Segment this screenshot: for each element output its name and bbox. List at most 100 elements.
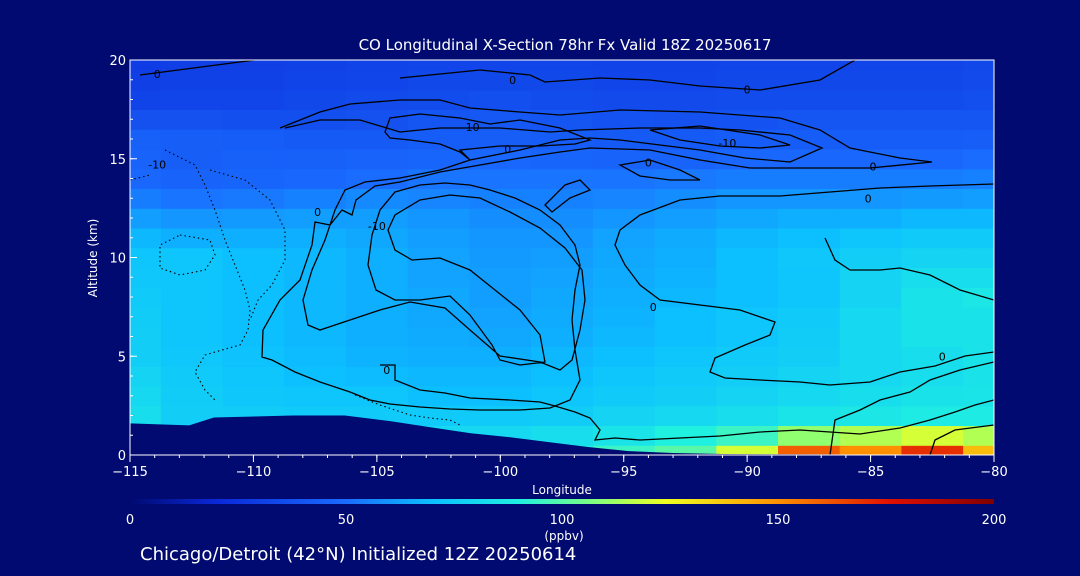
heat-cell xyxy=(531,267,594,288)
x-axis: −115 −110 −105 −100 −95 −90 −85 −80 xyxy=(112,455,1008,480)
heat-cell xyxy=(839,287,902,308)
heat-cell xyxy=(284,89,347,110)
heat-cell xyxy=(284,306,347,328)
heat-cell xyxy=(130,287,162,308)
heat-cell xyxy=(901,109,964,130)
heat-cell xyxy=(716,326,779,347)
heat-cell xyxy=(654,425,717,446)
heat-cell xyxy=(222,385,285,407)
heat-cell xyxy=(130,346,162,367)
heat-cell xyxy=(901,148,964,170)
x-tick-label: −105 xyxy=(359,465,395,480)
heat-cell xyxy=(346,129,409,150)
heat-cell xyxy=(407,227,470,249)
heat-cell xyxy=(346,267,409,288)
heat-cell xyxy=(130,227,162,249)
colorbar-tick-label: 150 xyxy=(766,513,791,528)
heat-cell xyxy=(531,60,594,71)
heat-cell xyxy=(654,326,717,347)
heat-cell xyxy=(284,148,347,170)
heat-cell xyxy=(963,346,994,367)
heat-cell xyxy=(654,129,717,150)
heat-cell xyxy=(592,267,656,288)
heat-cell xyxy=(963,405,994,426)
heat-cell xyxy=(654,89,717,110)
heat-cell xyxy=(839,385,902,407)
heat-cell xyxy=(778,89,841,110)
contour-line xyxy=(618,159,701,181)
heat-cell xyxy=(778,346,841,367)
heat-cell xyxy=(778,287,841,308)
heat-cell xyxy=(130,326,162,347)
heat-cell xyxy=(963,247,994,268)
heat-cell xyxy=(778,405,841,426)
heat-cell xyxy=(901,366,964,387)
heat-cell xyxy=(716,129,779,150)
heat-cell xyxy=(592,385,656,407)
heat-cell xyxy=(592,89,656,110)
heat-cell xyxy=(592,109,656,130)
heat-cell xyxy=(716,385,779,407)
heat-cell xyxy=(160,148,224,170)
heat-cell xyxy=(716,306,779,328)
heat-cell xyxy=(469,326,532,347)
heat-cell xyxy=(592,287,656,308)
heat-cell xyxy=(284,267,347,288)
contour-line xyxy=(614,229,994,386)
heat-cell xyxy=(346,109,409,130)
heat-cell xyxy=(839,188,902,209)
heat-cell xyxy=(130,366,162,387)
heat-cell xyxy=(901,168,964,189)
heat-cell xyxy=(160,168,224,189)
heat-cell xyxy=(407,60,470,71)
contour-label: -10 xyxy=(148,159,166,172)
heat-cell xyxy=(130,247,162,268)
heat-cell xyxy=(716,148,779,170)
heat-cell xyxy=(592,405,656,426)
heat-cell xyxy=(407,306,470,328)
heat-cell xyxy=(130,306,162,328)
heat-cell xyxy=(160,267,224,288)
contour-line xyxy=(649,125,791,149)
heat-cell xyxy=(592,326,656,347)
x-tick-label: −80 xyxy=(980,465,1007,480)
heat-cell xyxy=(469,287,532,308)
heat-cell xyxy=(407,267,470,288)
negative-anomaly-contours xyxy=(130,149,461,426)
footer-caption: Chicago/Detroit (42°N) Initialized 12Z 2… xyxy=(140,544,576,565)
heat-cell xyxy=(654,287,717,308)
heat-cell xyxy=(222,326,285,347)
heat-cell xyxy=(778,69,841,91)
heat-cell xyxy=(592,346,656,367)
x-tick-label: −110 xyxy=(236,465,272,480)
heat-cell xyxy=(130,69,162,91)
heat-cell xyxy=(222,89,285,110)
heat-cell xyxy=(407,188,470,209)
dotted-contour-line xyxy=(159,234,216,276)
heat-cell xyxy=(284,60,347,71)
heat-cell xyxy=(160,346,224,367)
heat-cell xyxy=(654,227,717,249)
heat-cell xyxy=(531,425,594,446)
heat-cell xyxy=(346,306,409,328)
dotted-contour-line xyxy=(130,174,151,181)
heat-cell xyxy=(222,188,285,209)
heat-cell xyxy=(839,366,902,387)
heat-cell xyxy=(407,129,470,150)
heat-cell xyxy=(130,385,162,407)
contour-line xyxy=(399,60,856,91)
heat-cell xyxy=(222,129,285,150)
contour-labels: 0 0 0 -10 -10 0 -10 0 0 0 0 -10 0 0 0 xyxy=(148,68,945,377)
contour-label: 0 xyxy=(744,84,751,97)
x-tick-label: −95 xyxy=(610,465,637,480)
heat-cell xyxy=(592,227,656,249)
heat-cell xyxy=(469,168,532,189)
heat-cell xyxy=(839,148,902,170)
heat-cell xyxy=(469,109,532,130)
heat-cell xyxy=(407,148,470,170)
heat-cell xyxy=(222,208,285,229)
heat-cell xyxy=(469,227,532,249)
heat-cell xyxy=(407,208,470,229)
contour-label: 0 xyxy=(314,206,321,219)
heat-cell xyxy=(901,346,964,367)
